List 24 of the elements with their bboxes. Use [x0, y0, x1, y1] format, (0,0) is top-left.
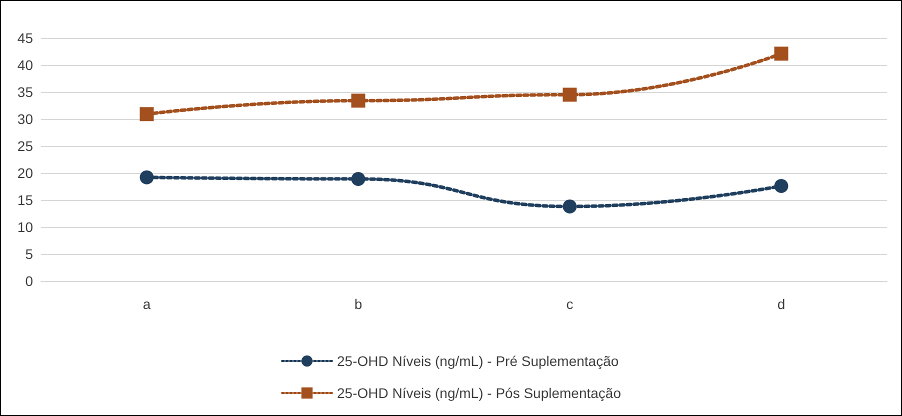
x-tick-label: b: [354, 296, 362, 312]
point: [140, 107, 154, 122]
y-tick-label: 40: [17, 57, 34, 73]
y-tick-label: 5: [25, 246, 34, 262]
y-tick-label: 20: [17, 165, 34, 181]
point: [774, 46, 788, 61]
y-tick-label: 25: [17, 138, 34, 154]
legend-label: 25-OHD Níveis (ng/mL) - Pós Suplementação: [337, 385, 622, 401]
y-tick-label: 10: [17, 219, 34, 235]
point: [140, 170, 154, 184]
point: [351, 172, 366, 186]
y-tick-label: 30: [17, 111, 34, 127]
y-tick-label: 35: [17, 84, 34, 100]
y-tick-label: 15: [17, 192, 34, 208]
x-tick-label: c: [566, 296, 574, 312]
y-tick-label: 0: [25, 273, 34, 289]
point: [562, 199, 577, 214]
point: [774, 178, 788, 193]
x-tick-label: d: [777, 296, 786, 312]
x-tick-label: a: [142, 296, 151, 312]
y-tick-label: 45: [17, 30, 34, 46]
point: [351, 94, 366, 108]
point: [562, 88, 577, 102]
legend-label: 25-OHD Níveis (ng/mL) - Pré Suplementação: [337, 353, 619, 369]
